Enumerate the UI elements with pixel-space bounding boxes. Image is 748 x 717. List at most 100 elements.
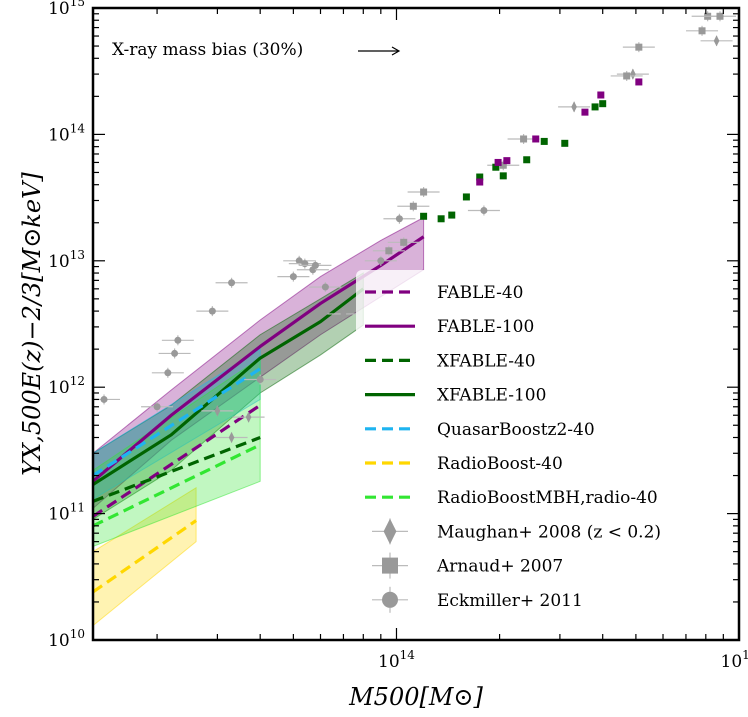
line-radioboostmbh-radio-40 — [93, 443, 261, 528]
point-fable-clusters — [581, 108, 589, 116]
line-xfable-40 — [93, 436, 261, 503]
line-xfable-100 — [93, 287, 365, 486]
tick-exponent: 11 — [70, 501, 85, 515]
legend-box — [356, 270, 702, 628]
legend: FABLE-40 FABLE-100 XFABLE-40 XFABLE-100 Quas… — [356, 270, 702, 628]
y-tick-label: 1015 — [48, 0, 85, 19]
point-arnaud-2007 — [385, 247, 393, 255]
point-xfable-clusters — [492, 163, 500, 171]
point-fable-clusters — [532, 135, 540, 143]
legend-xfable-40-label: XFABLE-40 — [437, 351, 536, 371]
annotation-arrowhead — [391, 46, 401, 56]
point-maughan-2008-z-0-2 — [245, 411, 252, 423]
x-axis-title: M500[M⊙] — [348, 683, 483, 711]
point-eckmiller-2011 — [208, 307, 216, 315]
point-eckmiller-2011 — [377, 257, 385, 265]
legend-maughan-2008-z-0-2-marker — [383, 518, 397, 545]
y-tick-label: 1014 — [48, 121, 85, 145]
legend-radioboost-40-label: RadioBoost-40 — [437, 454, 563, 474]
point-xfable-clusters — [462, 193, 470, 201]
tick-exponent: 15 — [70, 0, 85, 9]
point-eckmiller-2011 — [174, 336, 182, 344]
point-arnaud-2007 — [499, 161, 507, 169]
point-eckmiller-2011 — [295, 257, 303, 265]
tick-base: 10 — [48, 505, 70, 525]
legend-fable-100-label: FABLE-100 — [437, 317, 534, 337]
point-maughan-2008-z-0-2 — [571, 101, 577, 113]
legend-arnaud-2007-label: Arnaud+ 2007 — [436, 557, 563, 577]
tick-exponent: 12 — [70, 374, 85, 388]
point-maughan-2008-z-0-2 — [713, 35, 720, 47]
point-arnaud-2007 — [409, 202, 417, 210]
point-maughan-2008-z-0-2 — [228, 431, 235, 444]
annotation-text: X-ray mass bias (30%) — [112, 40, 303, 60]
point-arnaud-2007 — [635, 43, 643, 51]
point-eckmiller-2011 — [256, 376, 264, 384]
point-fable-clusters — [476, 178, 484, 186]
point-xfable-clusters — [420, 212, 428, 220]
legend-xfable-100-label: XFABLE-100 — [437, 386, 546, 406]
point-eckmiller-2011 — [311, 261, 319, 269]
observational-points — [93, 11, 736, 444]
plot-frame — [91, 6, 741, 642]
point-maughan-2008-z-0-2 — [340, 308, 347, 320]
point-maughan-2008-z-0-2 — [630, 68, 636, 80]
legend-arnaud-2007-marker — [382, 557, 398, 574]
point-xfable-clusters — [561, 139, 569, 147]
point-maughan-2008-z-0-2 — [214, 405, 221, 417]
legend-fable-40-label: FABLE-40 — [437, 283, 523, 303]
line-radioboost-40 — [93, 519, 198, 594]
tick-exponent: 13 — [70, 248, 85, 262]
point-eckmiller-2011 — [228, 279, 236, 287]
point-xfable-clusters — [591, 103, 599, 111]
point-arnaud-2007 — [698, 27, 706, 35]
point-eckmiller-2011 — [153, 403, 161, 411]
point-xfable-clusters — [540, 137, 548, 145]
point-eckmiller-2011 — [100, 395, 108, 403]
band-radioboostmbh-radio-40 — [93, 357, 261, 547]
simulated-points — [420, 78, 643, 223]
y-tick-label: 1012 — [48, 374, 85, 398]
tick-exponent: 14 — [400, 648, 416, 662]
tick-base: 10 — [48, 125, 70, 145]
point-xfable-clusters — [499, 172, 507, 180]
legend-radioboostmbh-radio-40-label: RadioBoostMBH,radio-40 — [437, 488, 658, 508]
point-fable-clusters — [494, 158, 502, 166]
y-axis-title: YX,500E(z)−2/3[M⊙keV] — [18, 172, 46, 476]
tick-base: 10 — [721, 652, 743, 672]
point-eckmiller-2011 — [395, 215, 403, 223]
point-arnaud-2007 — [400, 238, 408, 246]
point-eckmiller-2011 — [164, 369, 172, 377]
point-arnaud-2007 — [716, 12, 724, 20]
point-xfable-clusters — [599, 100, 607, 108]
point-eckmiller-2011 — [301, 260, 309, 268]
point-arnaud-2007 — [520, 135, 528, 143]
tick-exponent: 14 — [70, 121, 86, 135]
y-tick-label: 1010 — [48, 627, 85, 651]
point-arnaud-2007 — [420, 188, 428, 196]
annotation: X-ray mass bias (30%) — [112, 40, 401, 60]
axes: 10141015101010111012101310141015M500[M⊙]… — [18, 0, 748, 711]
point-eckmiller-2011 — [321, 283, 329, 291]
tick-base: 10 — [48, 378, 70, 398]
point-fable-clusters — [597, 91, 605, 99]
point-fable-clusters — [635, 78, 643, 86]
tick-exponent: 15 — [742, 648, 748, 662]
point-xfable-clusters — [476, 173, 484, 181]
x-tick-label: 1015 — [721, 648, 748, 672]
tick-base: 10 — [48, 0, 70, 19]
band-radioboost-40 — [93, 486, 197, 627]
point-eckmiller-2011 — [171, 349, 179, 357]
tick-base: 10 — [48, 252, 70, 272]
legend-eckmiller-2011-label: Eckmiller+ 2011 — [437, 591, 583, 611]
point-fable-clusters — [503, 157, 511, 165]
point-xfable-clusters — [448, 211, 456, 219]
x-tick-label: 1014 — [378, 648, 415, 672]
legend-maughan-2008-z-0-2-label: Maughan+ 2008 (z < 0.2) — [437, 522, 661, 542]
legend-quasarboostz2-40-label: QuasarBoostz2-40 — [437, 420, 595, 440]
y-tick-label: 1011 — [48, 501, 85, 525]
tick-base: 10 — [378, 652, 400, 672]
point-arnaud-2007 — [623, 72, 631, 80]
y-tick-label: 1013 — [48, 248, 85, 272]
